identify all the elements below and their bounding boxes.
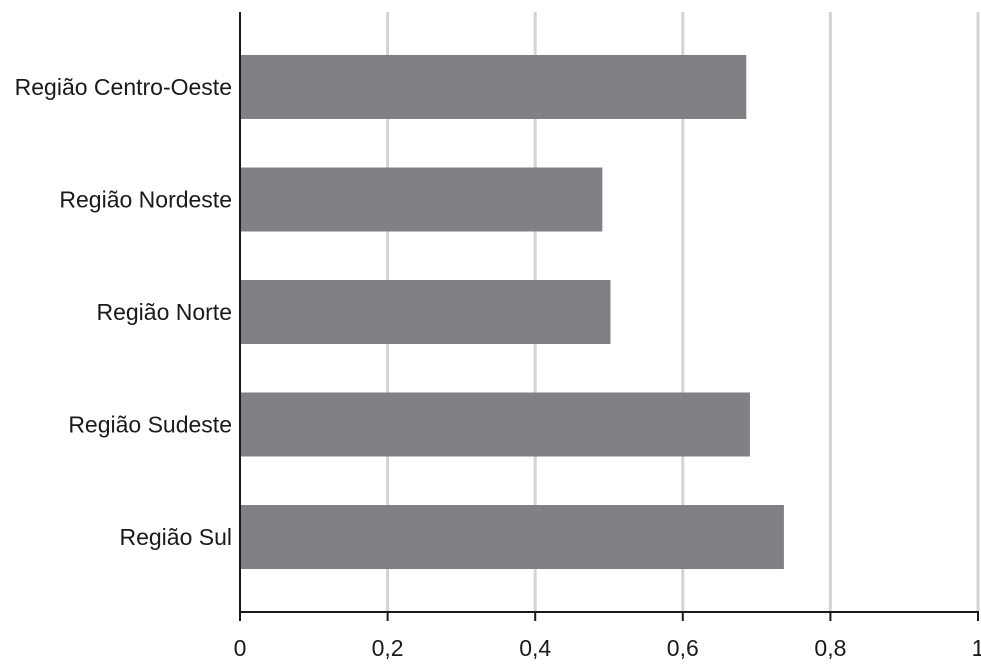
bar <box>240 167 603 232</box>
x-tick-label: 1 <box>972 635 981 660</box>
x-tick-label: 0,4 <box>519 635 551 660</box>
category-label: Região Norte <box>96 299 232 325</box>
category-label: Região Centro-Oeste <box>15 74 232 100</box>
category-label: Região Nordeste <box>59 187 232 213</box>
bars <box>240 55 784 569</box>
bar <box>240 280 611 344</box>
bar <box>240 505 784 569</box>
x-ticks: 0 0,2 0,4 0,6 0,8 1 <box>234 612 981 661</box>
bar <box>240 55 747 119</box>
bar <box>240 392 750 457</box>
x-tick-label: 0,8 <box>814 635 846 660</box>
x-tick-label: 0,2 <box>372 635 404 660</box>
category-label: Região Sudeste <box>68 412 232 438</box>
category-labels: Região Centro-Oeste Região Nordeste Região… <box>15 74 232 550</box>
category-label: Região Sul <box>119 524 232 550</box>
x-tick-label: 0 <box>234 635 247 660</box>
x-tick-label: 0,6 <box>667 635 699 660</box>
axes <box>239 12 979 613</box>
